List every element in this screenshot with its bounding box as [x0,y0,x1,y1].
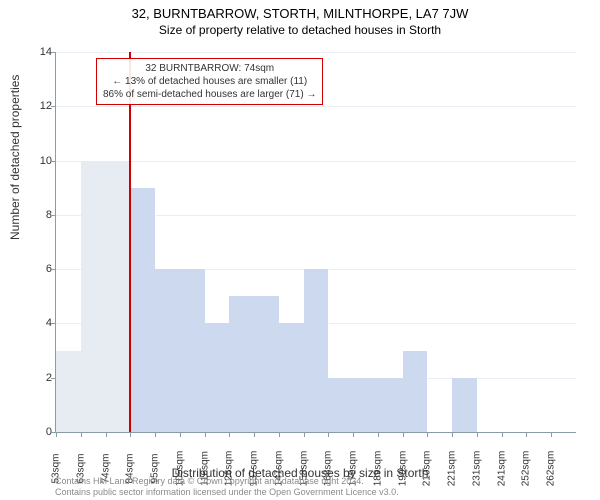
y-tick-label: 4 [28,317,52,329]
x-tick-mark [427,432,428,437]
y-tick-mark [51,52,56,53]
bar [452,378,478,432]
bar [56,351,82,432]
gridline [56,52,576,53]
y-tick-mark [51,161,56,162]
x-tick-mark [551,432,552,437]
plot-area: 0246810121453sqm63sqm74sqm84sqm95sqm105s… [55,52,576,433]
y-tick-label: 10 [28,155,52,167]
x-tick-mark [328,432,329,437]
bar [229,296,255,432]
x-tick-mark [56,432,57,437]
x-tick-mark [378,432,379,437]
x-tick-mark [279,432,280,437]
callout-line2: ← 13% of detached houses are smaller (11… [103,75,316,88]
footer: Contains HM Land Registry data © Crown c… [55,476,399,498]
bar [180,269,206,432]
x-tick-mark [229,432,230,437]
x-tick-mark [403,432,404,437]
bar [378,378,404,432]
gridline [56,106,576,107]
y-tick-label: 2 [28,372,52,384]
y-tick-mark [51,106,56,107]
bar [205,323,231,432]
x-tick-mark [254,432,255,437]
x-tick-mark [155,432,156,437]
bar [328,378,354,432]
x-tick-mark [502,432,503,437]
bar [279,323,305,432]
bar [155,269,181,432]
bar [403,351,429,432]
y-tick-mark [51,269,56,270]
callout-line3: 86% of semi-detached houses are larger (… [103,88,316,101]
y-tick-label: 12 [28,100,52,112]
callout-box: 32 BURNTBARROW: 74sqm ← 13% of detached … [96,58,323,105]
footer-line1: Contains HM Land Registry data © Crown c… [55,476,399,487]
y-tick-label: 14 [28,46,52,58]
x-tick-mark [180,432,181,437]
bar [130,188,156,432]
x-tick-mark [106,432,107,437]
bar [304,269,330,432]
highlight-line [129,52,131,432]
x-tick-mark [477,432,478,437]
y-tick-label: 0 [28,426,52,438]
callout-line1: 32 BURNTBARROW: 74sqm [103,62,316,75]
x-tick-mark [526,432,527,437]
x-tick-mark [353,432,354,437]
bar [353,378,379,432]
bar [106,161,132,432]
x-tick-mark [205,432,206,437]
y-tick-mark [51,215,56,216]
x-tick-mark [130,432,131,437]
y-axis-label: Number of detached properties [8,75,22,240]
footer-line2: Contains public sector information licen… [55,487,399,498]
x-tick-mark [81,432,82,437]
x-tick-mark [304,432,305,437]
chart-subtitle: Size of property relative to detached ho… [0,21,600,37]
bar [254,296,280,432]
bar [81,161,107,432]
y-tick-label: 8 [28,209,52,221]
y-tick-label: 6 [28,263,52,275]
y-tick-mark [51,323,56,324]
x-tick-mark [452,432,453,437]
gridline [56,161,576,162]
chart-title: 32, BURNTBARROW, STORTH, MILNTHORPE, LA7… [0,0,600,21]
chart-container: 32, BURNTBARROW, STORTH, MILNTHORPE, LA7… [0,0,600,500]
